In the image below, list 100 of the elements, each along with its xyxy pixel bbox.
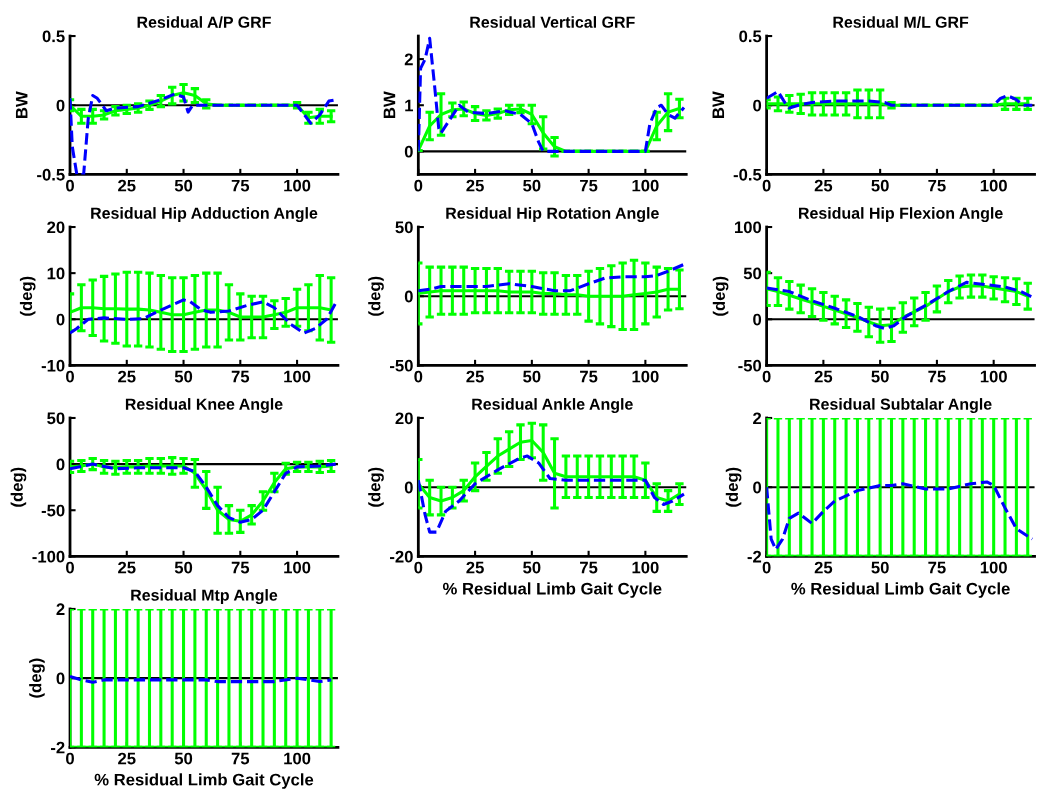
chart-title: Residual Vertical GRF	[470, 16, 635, 28]
y-axis-title: (deg)	[725, 467, 742, 507]
y-axis-title: BW	[15, 91, 28, 119]
chart-title: Residual Hip Rotation Angle	[446, 207, 659, 223]
y-tick-label: 50	[395, 221, 413, 234]
y-axis-title: (deg)	[368, 467, 384, 507]
y-tick-label: 0	[56, 313, 65, 326]
y-tick-label: -50	[41, 504, 65, 517]
x-tick-label: 0	[66, 179, 74, 192]
chart-title: Residual Ankle Angle	[472, 398, 633, 414]
y-tick-label: 2	[404, 53, 413, 66]
y-tick-label: -0.5	[37, 168, 65, 181]
x-tick-label: 25	[118, 561, 136, 574]
chart-title: Residual A/P GRF	[137, 16, 271, 29]
y-tick-label: 0	[404, 145, 413, 158]
x-tick-label: 100	[284, 179, 311, 192]
x-tick-label: 100	[980, 370, 1007, 383]
y-tick-label: 2	[753, 412, 762, 425]
y-tick-label: -100	[32, 550, 65, 563]
x-tick-label: 0	[414, 370, 423, 383]
chart-title: Residual Hip Flexion Angle	[799, 207, 1003, 223]
y-axis-title: BW	[712, 91, 725, 119]
y-tick-label: 0	[56, 672, 65, 685]
y-axis-title: BW	[383, 91, 396, 119]
y-tick-label: -0.5	[733, 168, 762, 181]
y-tick-label: -20	[390, 550, 413, 563]
x-axis-title: % Residual Limb Gait Cycle	[442, 582, 662, 598]
x-tick-label: 25	[118, 179, 136, 192]
y-tick-label: 0	[56, 99, 65, 112]
x-tick-label: 0	[414, 561, 423, 574]
x-tick-label: 25	[814, 370, 833, 383]
x-axis-title: % Residual Limb Gait Cycle	[791, 582, 1010, 598]
y-tick-label: 20	[47, 221, 65, 234]
x-tick-label: 100	[284, 752, 311, 765]
y-tick-label: -50	[390, 359, 413, 372]
x-tick-label: 25	[814, 179, 833, 192]
x-tick-label: 100	[284, 370, 311, 383]
x-tick-label: 75	[580, 370, 598, 383]
x-tick-label: 50	[174, 752, 193, 765]
y-tick-label: 0	[753, 481, 762, 494]
chart-title: Residual Knee Angle	[125, 398, 283, 414]
y-tick-label: -10	[41, 359, 65, 372]
x-tick-label: 75	[580, 561, 598, 574]
x-tick-label: 25	[466, 561, 484, 574]
y-tick-label: 50	[743, 267, 762, 280]
x-tick-label: 50	[871, 370, 889, 383]
x-tick-label: 50	[174, 370, 193, 383]
x-tick-label: 75	[231, 179, 250, 192]
x-tick-label: 0	[762, 561, 771, 574]
x-tick-label: 0	[66, 370, 74, 383]
y-tick-label: 0.5	[42, 30, 65, 43]
x-tick-label: 50	[174, 179, 193, 192]
y-axis-title: (deg)	[29, 658, 45, 698]
chart-title: Residual M/L GRF	[833, 16, 969, 29]
chart-title: Residual Subtalar Angle	[810, 398, 992, 414]
y-tick-label: -2	[747, 550, 762, 563]
x-tick-label: 50	[523, 179, 541, 192]
x-tick-label: 100	[632, 179, 659, 192]
x-tick-label: 25	[466, 179, 484, 192]
x-tick-label: 75	[580, 179, 598, 192]
x-tick-label: 0	[762, 370, 771, 383]
x-tick-label: 75	[928, 561, 946, 574]
y-tick-label: 2	[56, 603, 65, 615]
x-tick-label: 0	[66, 561, 74, 574]
x-tick-label: 100	[980, 179, 1007, 192]
y-tick-label: 1	[405, 99, 413, 112]
x-tick-label: 0	[762, 179, 771, 192]
x-tick-label: 75	[928, 370, 946, 383]
x-tick-label: 50	[523, 370, 541, 383]
y-axis-title: (deg)	[19, 276, 36, 316]
x-tick-label: 75	[928, 179, 946, 192]
y-tick-label: 0	[404, 290, 413, 303]
x-tick-label: 25	[466, 370, 484, 383]
y-tick-label: -2	[50, 741, 65, 754]
x-tick-label: 50	[523, 561, 541, 574]
x-tick-label: 100	[632, 561, 659, 574]
x-tick-label: 25	[814, 561, 833, 574]
x-tick-label: 25	[118, 370, 136, 383]
x-tick-label: 50	[871, 179, 889, 192]
y-axis-title: (deg)	[712, 276, 729, 316]
y-tick-label: 10	[47, 267, 65, 280]
x-tick-label: 0	[66, 752, 74, 765]
y-tick-label: -50	[738, 359, 762, 372]
x-tick-label: 50	[871, 561, 889, 574]
x-tick-label: 25	[118, 752, 136, 765]
y-axis-title: (deg)	[368, 276, 384, 316]
y-tick-label: 0	[753, 99, 762, 112]
chart-title: Residual Mtp Angle	[131, 589, 278, 604]
y-tick-label: 0.5	[739, 30, 762, 43]
x-tick-label: 100	[980, 561, 1007, 574]
x-tick-label: 75	[231, 370, 250, 383]
x-tick-label: 100	[284, 561, 311, 574]
y-tick-label: 50	[47, 412, 65, 425]
x-axis-title: % Residual Limb Gait Cycle	[94, 773, 314, 789]
y-tick-label: 20	[395, 412, 413, 425]
x-tick-label: 75	[231, 561, 250, 574]
y-tick-label: 0	[56, 458, 65, 471]
y-tick-label: 100	[735, 221, 762, 234]
x-tick-label: 0	[414, 179, 423, 192]
x-tick-label: 50	[174, 561, 193, 574]
